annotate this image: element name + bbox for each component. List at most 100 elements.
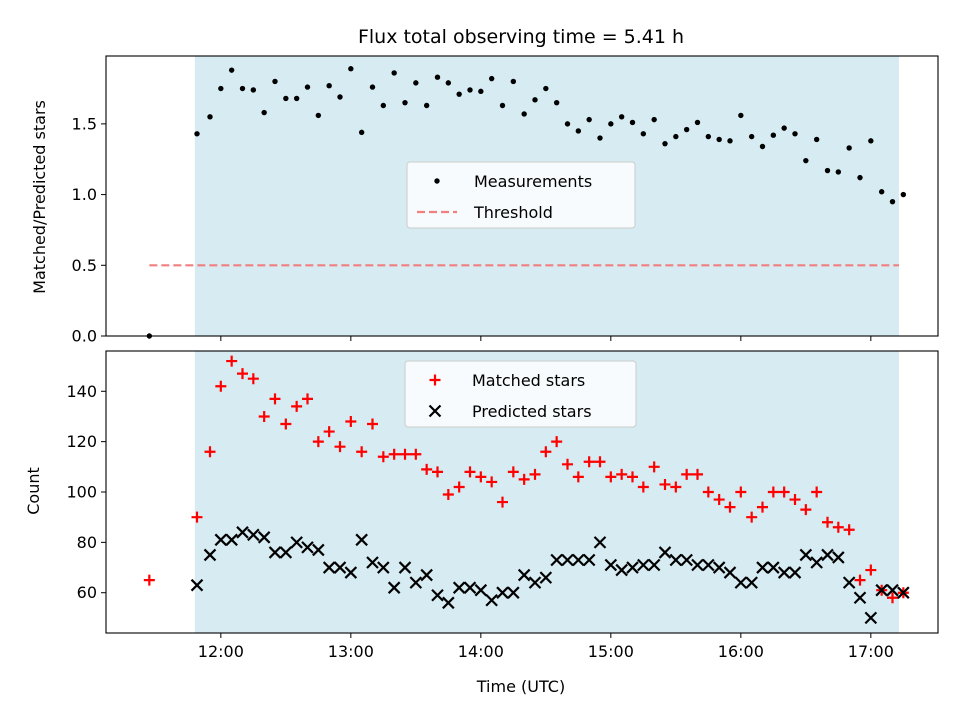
predicted-star-point: [539, 571, 553, 584]
predicted-star-point: [290, 536, 303, 549]
predicted-star-point: [474, 583, 488, 597]
measurement-point: [608, 121, 614, 127]
predicted-star-point: [431, 588, 444, 602]
predicted-star-point: [767, 561, 780, 574]
matched-star-point: [778, 486, 790, 498]
matched-star-point: [572, 471, 584, 483]
measurement-point: [824, 167, 831, 174]
measurement-point: [543, 85, 549, 92]
matched-star-point: [746, 511, 758, 523]
measurement-point: [900, 191, 907, 198]
matched-star-point: [724, 501, 736, 513]
predicted-star-point: [268, 546, 282, 559]
top-axes-frame: [105, 55, 939, 337]
measurement-point: [467, 87, 473, 93]
predicted-star-point: [366, 556, 379, 569]
legend-label: Matched stars: [472, 371, 585, 390]
predicted-star-point: [582, 553, 596, 567]
matched-star-point: [312, 436, 324, 448]
top-series-measurements: [146, 66, 907, 339]
matched-star-point: [269, 393, 281, 405]
measurement-point: [337, 94, 343, 100]
predicted-star-point: [604, 558, 618, 572]
matched-star-point: [356, 446, 368, 458]
measurement-point: [575, 128, 582, 134]
matched-star-point: [659, 478, 671, 490]
measurement-point: [889, 198, 896, 205]
measurement-point: [759, 143, 766, 150]
plot-layer: 0.0 0.5 1.0 1.5 Measurements Threshold 60 80 100…: [66, 55, 939, 661]
matched-star-point: [681, 468, 693, 480]
legend-label: Threshold: [473, 203, 553, 222]
matched-star-point: [237, 368, 248, 380]
measurement-point: [673, 133, 679, 140]
predicted-star-point: [312, 543, 325, 557]
matched-star-point: [453, 481, 465, 493]
predicted-star-point: [734, 576, 748, 589]
measurement-point: [239, 85, 246, 92]
measurement-point: [315, 112, 322, 119]
measurement-point: [748, 133, 755, 140]
predicted-star-point: [452, 581, 466, 594]
matched-star-point: [583, 456, 595, 468]
matched-star-point: [507, 466, 519, 478]
predicted-star-point: [333, 561, 347, 574]
bottom-series-predicted-stars: [190, 526, 910, 625]
predicted-star-point: [702, 558, 715, 572]
predicted-star-point: [561, 553, 574, 567]
top-panel: 0.0 0.5 1.0 1.5 Measurements Threshold: [72, 55, 939, 346]
measurement-point: [228, 67, 235, 73]
measurement-point: [835, 169, 842, 175]
measurement-point: [618, 114, 625, 120]
measurement-point: [413, 80, 419, 86]
predicted-star-point: [377, 561, 390, 574]
matched-star-point: [854, 574, 866, 586]
measurement-point: [250, 87, 257, 93]
measurement-point: [868, 138, 874, 144]
predicted-star-point: [190, 578, 204, 592]
measurement-point: [705, 133, 712, 140]
measurement-point: [194, 131, 200, 137]
measurement-point: [640, 131, 647, 137]
measurement-point: [304, 84, 311, 90]
predicted-star-point: [647, 558, 661, 572]
predicted-star-point: [420, 568, 433, 582]
measurement-point: [803, 157, 809, 164]
predicted-star-point: [517, 568, 531, 582]
measurement-point: [597, 135, 603, 141]
x-tick-label: 15:00: [588, 642, 634, 661]
matched-star-point: [637, 481, 649, 493]
bottom-legend: Matched stars Predicted stars: [404, 360, 637, 428]
measurement-point: [272, 78, 278, 85]
x-tick-label: 14:00: [458, 642, 504, 661]
matched-star-point: [388, 448, 400, 460]
matched-star-point: [540, 446, 552, 458]
measurement-point: [445, 80, 452, 86]
matched-star-point: [529, 468, 541, 480]
predicted-star-point: [626, 561, 639, 574]
predicted-star-point: [528, 576, 542, 589]
matched-star-point: [302, 393, 313, 405]
measurement-point: [532, 97, 538, 103]
x-tick-label: 17:00: [848, 642, 894, 661]
measurement-point: [402, 99, 408, 106]
measurement-point: [651, 116, 657, 123]
bottom-y-tick-label: 60: [77, 583, 97, 602]
matched-star-point: [432, 466, 443, 478]
legend-predicted-marker: [428, 404, 442, 418]
predicted-star-point: [897, 586, 910, 599]
matched-star-point: [735, 486, 747, 498]
measurement-point: [326, 82, 332, 89]
predicted-star-point: [658, 546, 672, 559]
measurement-point: [478, 88, 484, 95]
measurement-point: [738, 112, 744, 119]
legend-matched-marker: [429, 374, 441, 386]
predicted-star-point: [756, 561, 769, 574]
measurement-point: [369, 84, 376, 90]
top-y-tick-label: 0.5: [72, 256, 97, 275]
measurement-point: [380, 102, 387, 109]
measurement-point: [586, 116, 592, 123]
measurement-point: [358, 129, 365, 136]
matched-star-point: [605, 471, 617, 483]
